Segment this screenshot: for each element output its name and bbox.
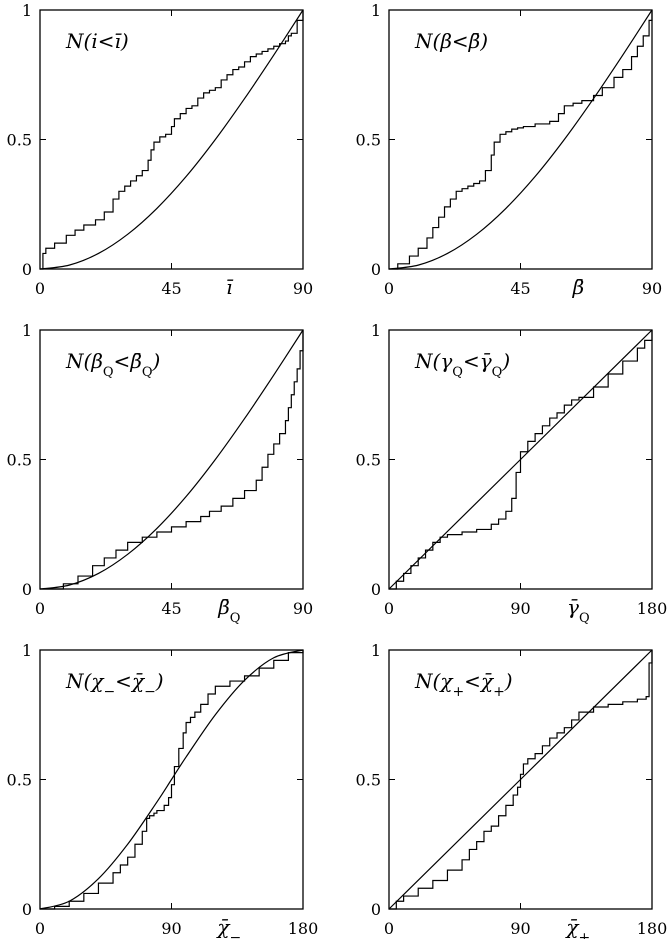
x-tick-label: 0 [384,279,394,298]
x-tick-label: 180 [637,919,668,938]
y-tick-label: 1 [371,321,381,340]
y-tick-label: 0.5 [7,771,32,790]
y-tick-label: 0 [371,260,381,279]
y-tick-label: 0 [22,260,32,279]
y-tick-label: 1 [371,641,381,660]
panel-label: N(χ+<χ̄+) [414,669,513,700]
x-tick-label: 0 [35,919,45,938]
x-tick-label: 90 [642,279,662,298]
x-tick-label: 45 [161,599,181,618]
x-tick-label: 90 [293,599,313,618]
step-series-line [40,10,304,270]
x-axis-label: β̄Q [217,595,240,626]
model-curve-line [39,329,304,590]
x-axis-label: ī [226,275,234,299]
x-tick-label: 90 [510,919,530,938]
model-curve-line [388,649,653,910]
y-tick-label: 0 [22,900,32,919]
y-tick-label: 0.5 [7,451,32,470]
panel-label: N(γQ<γ̄Q) [414,349,510,380]
step-series-line [40,330,304,590]
model-curve-line [39,649,304,910]
model-curve-line [388,9,653,270]
model-curve-line [39,9,304,270]
panel-label: N(β<β̄) [414,29,488,53]
x-axis-label: β̄ [572,275,585,299]
panel-2: 0 45 90 0 0.5 1 β̄ N(β<β̄) [356,1,663,299]
y-tick-label: 0.5 [356,771,381,790]
x-tick-label: 0 [384,599,394,618]
model-curve-line [388,329,653,590]
x-tick-label: 180 [637,599,668,618]
panel-label: N(βQ<β̄Q) [65,349,160,380]
x-tick-label: 0 [35,279,45,298]
x-axis-label: χ̄− [215,915,241,939]
y-tick-label: 0.5 [356,131,381,150]
y-tick-label: 0 [371,900,381,919]
x-tick-label: 180 [288,919,319,938]
x-axis-label: γ̄Q [567,595,590,626]
x-tick-label: 45 [510,279,530,298]
step-series-line [389,10,653,270]
panel-1: 0 45 90 0 0.5 1 ī N(i<ī) [7,1,314,299]
x-tick-label: 0 [384,919,394,938]
y-tick-label: 1 [22,641,32,660]
y-tick-label: 0.5 [7,131,32,150]
panel-label: N(i<ī) [65,29,129,53]
panel-label: N(χ−<χ̄−) [65,669,164,700]
x-tick-label: 45 [161,279,181,298]
y-tick-label: 1 [22,1,32,20]
y-tick-label: 1 [22,321,32,340]
x-axis-label: χ̄+ [564,915,590,939]
x-tick-label: 90 [510,599,530,618]
x-tick-label: 90 [293,279,313,298]
step-series-line [389,650,653,910]
y-tick-label: 0 [22,580,32,599]
panel-6: 0 90 180 0 0.5 1 χ̄+ N(χ+<χ̄+) [356,641,668,939]
step-series-line [40,650,304,910]
x-tick-label: 0 [35,599,45,618]
panel-4: 0 90 180 0 0.5 1 γ̄Q N(γQ<γ̄Q) [356,321,668,626]
x-tick-label: 90 [161,919,181,938]
y-tick-label: 0 [371,580,381,599]
y-tick-label: 1 [371,1,381,20]
panel-3: 0 45 90 0 0.5 1 β̄Q N(βQ<β̄Q) [7,321,314,626]
y-tick-label: 0.5 [356,451,381,470]
panel-5: 0 90 180 0 0.5 1 χ̄− N(χ−<χ̄−) [7,641,319,939]
